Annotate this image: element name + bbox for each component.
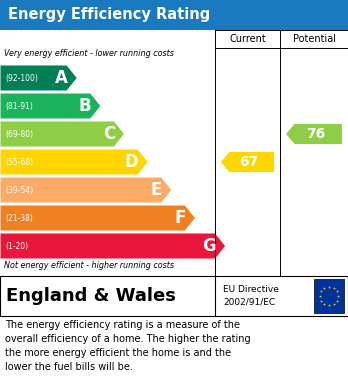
Text: England & Wales: England & Wales [6, 287, 176, 305]
Bar [0, 0, 348, 30]
Text: (1-20): (1-20) [5, 242, 28, 251]
Text: A: A [55, 69, 68, 87]
Polygon shape [0, 122, 124, 147]
Text: (21-38): (21-38) [5, 213, 33, 222]
Polygon shape [0, 206, 195, 231]
Polygon shape [0, 149, 148, 174]
Text: Not energy efficient - higher running costs: Not energy efficient - higher running co… [4, 261, 174, 270]
Text: Energy Efficiency Rating: Energy Efficiency Rating [8, 7, 210, 23]
Text: (81-91): (81-91) [5, 102, 33, 111]
Text: F: F [175, 209, 186, 227]
Polygon shape [0, 93, 100, 118]
Text: Potential: Potential [293, 34, 335, 44]
Text: C: C [103, 125, 115, 143]
Text: (55-68): (55-68) [5, 158, 33, 167]
Bar [0, 276, 348, 316]
Text: 67: 67 [239, 155, 259, 169]
Text: Current: Current [229, 34, 266, 44]
Text: (92-100): (92-100) [5, 74, 38, 83]
Text: (69-80): (69-80) [5, 129, 33, 138]
Bar [314, 279, 344, 313]
Text: B: B [79, 97, 91, 115]
Polygon shape [0, 233, 225, 258]
Polygon shape [0, 178, 171, 203]
Text: 2002/91/EC: 2002/91/EC [223, 298, 275, 307]
Text: 76: 76 [306, 127, 325, 141]
Polygon shape [286, 124, 342, 144]
Text: (39-54): (39-54) [5, 185, 33, 194]
Text: D: D [125, 153, 139, 171]
Text: E: E [151, 181, 162, 199]
Polygon shape [0, 66, 77, 90]
Text: G: G [202, 237, 216, 255]
Text: The energy efficiency rating is a measure of the
overall efficiency of a home. T: The energy efficiency rating is a measur… [5, 320, 251, 372]
Text: EU Directive: EU Directive [223, 285, 279, 294]
Text: Very energy efficient - lower running costs: Very energy efficient - lower running co… [4, 49, 174, 58]
Polygon shape [221, 152, 274, 172]
